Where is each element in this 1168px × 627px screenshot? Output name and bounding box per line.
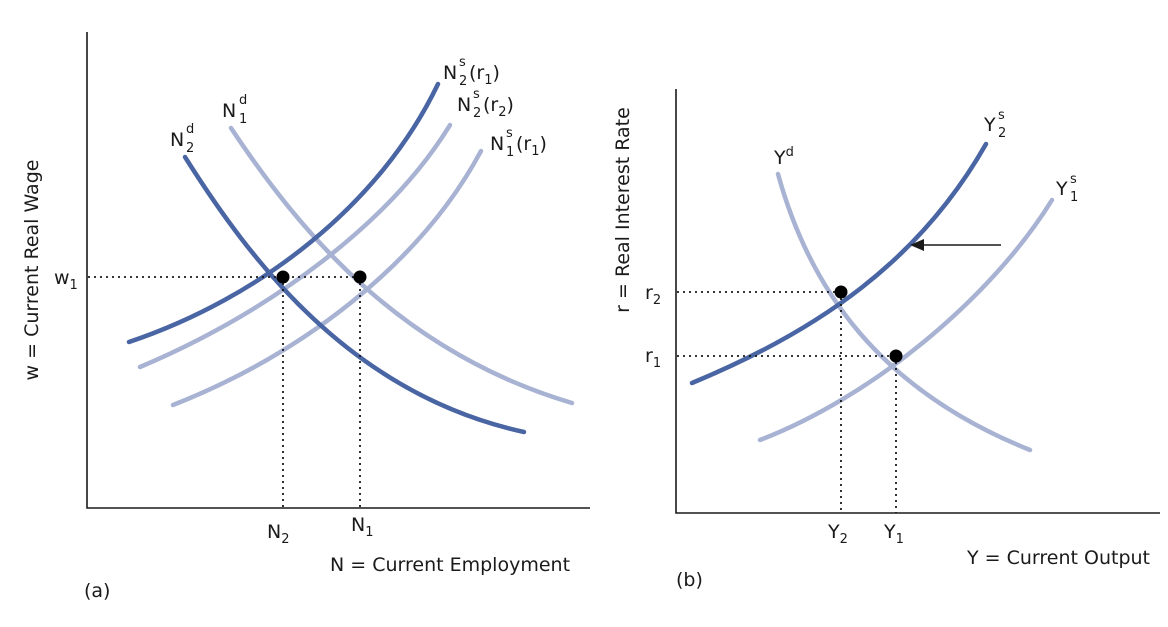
curve-nd2 [182, 154, 527, 435]
panel-a-letter: (a) [84, 580, 110, 602]
svg-text:s: s [1070, 172, 1077, 187]
n2-label: N2 [267, 521, 290, 547]
svg-text:s: s [459, 55, 466, 70]
svg-text:s: s [998, 108, 1005, 123]
svg-text:N: N [443, 62, 457, 84]
equilibrium-point-n2 [276, 270, 290, 284]
panel-b-y-axis-label: r = Real Interest Rate [612, 107, 634, 313]
panel-a-x-axis-label: N = Current Employment [330, 554, 570, 576]
panel-b-letter: (b) [676, 569, 703, 591]
curve-ns2-r1 [126, 81, 441, 345]
curve-yd [775, 171, 1033, 453]
curve-ys2 [689, 141, 989, 386]
panel-a: w = Current Real Wage N = Current Employ… [21, 32, 590, 602]
svg-text:2: 2 [473, 106, 481, 121]
nd1-label-sub: 1 [239, 112, 247, 127]
svg-text:Y: Y [983, 114, 996, 136]
svg-text:(r1): (r1) [516, 133, 547, 159]
svg-text:Yd: Yd [773, 145, 794, 169]
r1-label: r1 [645, 345, 661, 371]
equilibrium-point-y1 [889, 349, 903, 363]
svg-text:(r1): (r1) [469, 62, 500, 88]
curve-ns2-r2 [137, 122, 453, 370]
equilibrium-point-n1 [353, 270, 367, 284]
equilibrium-point-y2 [834, 285, 848, 299]
svg-text:2: 2 [459, 74, 467, 89]
ns2-r1-label: N s 2 (r1) [443, 55, 500, 89]
yd-label: Yd [773, 145, 794, 169]
shift-arrow [910, 239, 1001, 251]
nd2-label-sup: d [186, 122, 194, 137]
w1-label: w1 [54, 267, 78, 293]
svg-text:2: 2 [998, 126, 1006, 141]
y1-label: Y1 [883, 521, 904, 547]
ns2-r2-label: N s 2 (r2) [457, 87, 514, 121]
curve-ys1 [757, 197, 1055, 443]
svg-text:1: 1 [1070, 190, 1078, 205]
panel-b-axes [675, 89, 1160, 514]
curve-nd1 [228, 125, 575, 406]
nd1-label-sup: d [239, 93, 247, 108]
panel-b-x-axis-label: Y = Current Output [966, 547, 1150, 569]
ys1-label: Y s 1 [1055, 172, 1078, 205]
r2-label: r2 [645, 282, 661, 308]
panel-b: r = Real Interest Rate Y = Current Outpu… [612, 89, 1160, 591]
svg-text:s: s [473, 87, 480, 102]
panel-a-y-axis-label: w = Current Real Wage [21, 160, 43, 381]
n1-label: N1 [351, 514, 374, 540]
nd1-label: N [222, 100, 236, 122]
svg-text:1: 1 [506, 145, 514, 160]
svg-text:Y: Y [1055, 178, 1068, 200]
nd2-label-sub: 2 [186, 141, 194, 156]
svg-text:s: s [506, 126, 513, 141]
ys2-label: Y s 2 [983, 108, 1006, 141]
svg-text:N: N [457, 94, 471, 116]
svg-text:N: N [490, 133, 504, 155]
ns1-r1-label: N s 1 (r1) [490, 126, 547, 160]
nd2-label: N [170, 129, 184, 151]
svg-text:(r2): (r2) [483, 94, 514, 120]
curve-ns1-r1 [170, 148, 484, 408]
y2-label: Y2 [827, 521, 848, 547]
panel-a-axes [86, 32, 590, 509]
